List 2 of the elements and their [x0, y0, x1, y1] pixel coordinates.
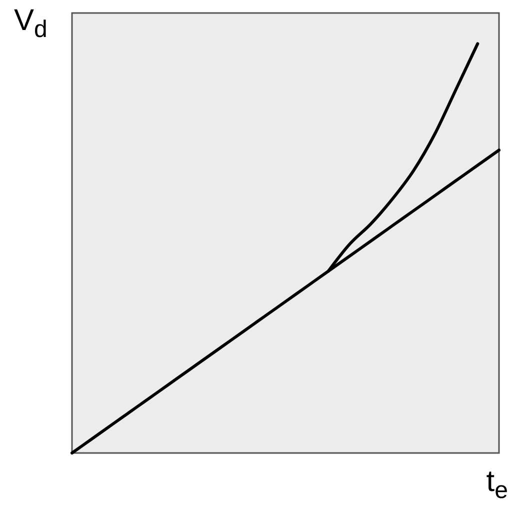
- y-axis-title: V$_{d}$: [14, 4, 48, 43]
- x-axis-title: t$_{e}$: [486, 465, 508, 504]
